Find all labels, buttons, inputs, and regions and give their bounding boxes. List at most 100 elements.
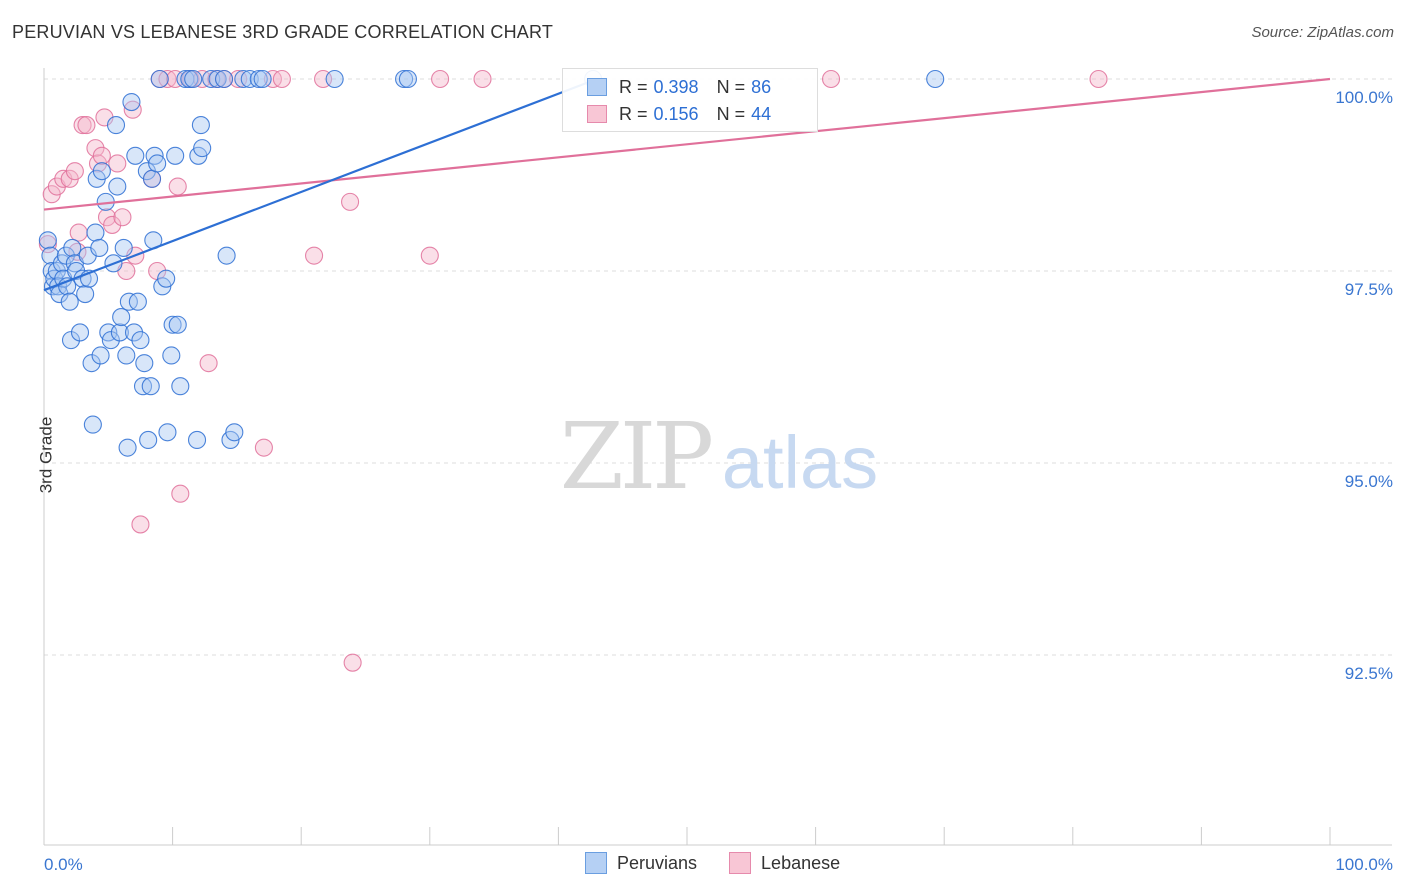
lebanese-point	[113, 208, 132, 227]
peruvian-point	[234, 69, 253, 89]
peruvian-point	[86, 223, 105, 242]
legend-item-peruvians[interactable]: Peruvians	[585, 852, 697, 874]
peruvian-point	[38, 231, 57, 250]
y-tick-label: 92.5%	[1345, 664, 1393, 683]
peruvian-point	[133, 377, 153, 396]
peruvian-point	[131, 331, 150, 350]
lebanese-point	[69, 223, 88, 242]
legend-r-label: R =	[619, 103, 648, 124]
lebanese-point	[123, 100, 142, 119]
legend-n-label: N =	[716, 76, 746, 97]
peruvian-point	[112, 308, 131, 327]
y-tick-label: 100.0%	[1335, 88, 1393, 107]
legend-n-value: 44	[751, 103, 772, 124]
peruvian-point	[139, 430, 158, 450]
peruvian-point	[118, 438, 137, 457]
legend-r-label: R =	[619, 76, 648, 97]
legend-label-peruvians: Peruvians	[617, 852, 698, 873]
peruvian-point	[90, 238, 109, 258]
lebanese-point	[108, 154, 127, 173]
watermark-zip: ZIP	[560, 403, 711, 510]
peruvian-point	[142, 169, 162, 188]
lebanese-point	[341, 192, 360, 211]
peruvian-point	[166, 146, 185, 165]
peruvian-point	[135, 354, 154, 373]
watermark: ZIP atlas	[560, 403, 878, 510]
peruvian-point	[176, 69, 195, 89]
peruvian-point	[60, 292, 79, 311]
peruvian-point	[217, 246, 236, 265]
y-tick-labels: 92.5% 95.0% 97.5% 100.0%	[1335, 88, 1393, 683]
x-tick-label: 0.0%	[44, 855, 83, 874]
lebanese-point	[343, 653, 362, 672]
peruvian-point	[157, 269, 176, 288]
lebanese-point	[92, 146, 111, 165]
peruvian-point	[171, 377, 190, 396]
gridlines	[44, 78, 1392, 656]
series-legend: Peruvians Lebanese	[585, 852, 872, 874]
y-tick-label: 97.5%	[1345, 280, 1393, 299]
peruvian-point	[70, 323, 90, 342]
trend-lines	[43, 77, 1331, 292]
lebanese-point	[86, 139, 105, 158]
peruvian-point	[398, 69, 417, 89]
peruvian-point	[395, 69, 414, 89]
watermark-atlas: atlas	[722, 421, 878, 504]
peruvian-point	[162, 346, 181, 365]
lebanese-point	[77, 116, 96, 135]
y-axis-label: 3rd Grade	[36, 416, 56, 494]
peruvian-point	[249, 69, 268, 89]
lebanese-point	[1089, 69, 1108, 89]
lebanese-point	[171, 484, 190, 503]
peruvian-point	[117, 346, 136, 365]
peruvian-point	[122, 92, 141, 112]
peruvian-point	[184, 69, 203, 89]
lebanese-point	[272, 69, 291, 89]
legend-swatch-peruvians	[587, 78, 607, 96]
lebanese-point	[254, 438, 273, 457]
peruvian-point	[124, 323, 144, 342]
peruvian-point	[128, 292, 147, 311]
peruvian-point	[150, 69, 169, 89]
legend-r-value: 0.398	[653, 76, 699, 97]
peruvian-point	[202, 69, 221, 89]
x-tick-label: 100.0%	[1335, 855, 1393, 874]
peruvian-point	[191, 116, 210, 135]
lebanese-point	[65, 162, 84, 181]
legend-item-lebanese[interactable]: Lebanese	[729, 852, 840, 874]
trend-line-peruvians	[43, 77, 598, 292]
peruvian-point	[253, 69, 272, 89]
legend-swatch-lebanese	[729, 852, 752, 874]
peruvian-point	[108, 177, 127, 196]
legend-row-peruvians: R = 0.398 N = 86	[587, 75, 789, 99]
peruvian-point	[110, 323, 129, 342]
peruvian-point	[168, 315, 187, 334]
legend-n-label: N =	[716, 103, 746, 124]
lebanese-point	[166, 69, 185, 89]
legend-n-value: 86	[751, 76, 772, 97]
x-tick-labels: 0.0% 100.0%	[44, 855, 1393, 874]
lebanese-point	[103, 215, 122, 234]
peruvian-point	[208, 69, 227, 89]
lebanese-point	[420, 246, 439, 265]
peruvian-point	[106, 116, 126, 135]
peruvian-point	[76, 284, 95, 304]
trend-line-lebanese	[43, 77, 1331, 211]
lebanese-point	[199, 354, 218, 373]
peruvian-point	[325, 69, 344, 89]
source-label: Source: ZipAtlas.com	[1251, 24, 1394, 41]
lebanese-point	[821, 69, 841, 89]
legend-swatch-lebanese	[587, 105, 607, 123]
peruvian-point	[92, 162, 111, 181]
lebanese-point	[305, 246, 324, 265]
legend-swatch-peruvians	[585, 852, 607, 874]
peruvian-point	[63, 238, 82, 258]
peruvian-point	[91, 346, 110, 365]
chart-title: PERUVIAN VS LEBANESE 3RD GRADE CORRELATI…	[12, 22, 554, 42]
peruvian-point	[83, 415, 102, 434]
peruvian-point	[126, 146, 145, 165]
lebanese-point	[431, 69, 450, 89]
lebanese-point	[473, 69, 492, 89]
lebanese-point	[158, 69, 177, 89]
peruvian-point	[50, 284, 69, 304]
